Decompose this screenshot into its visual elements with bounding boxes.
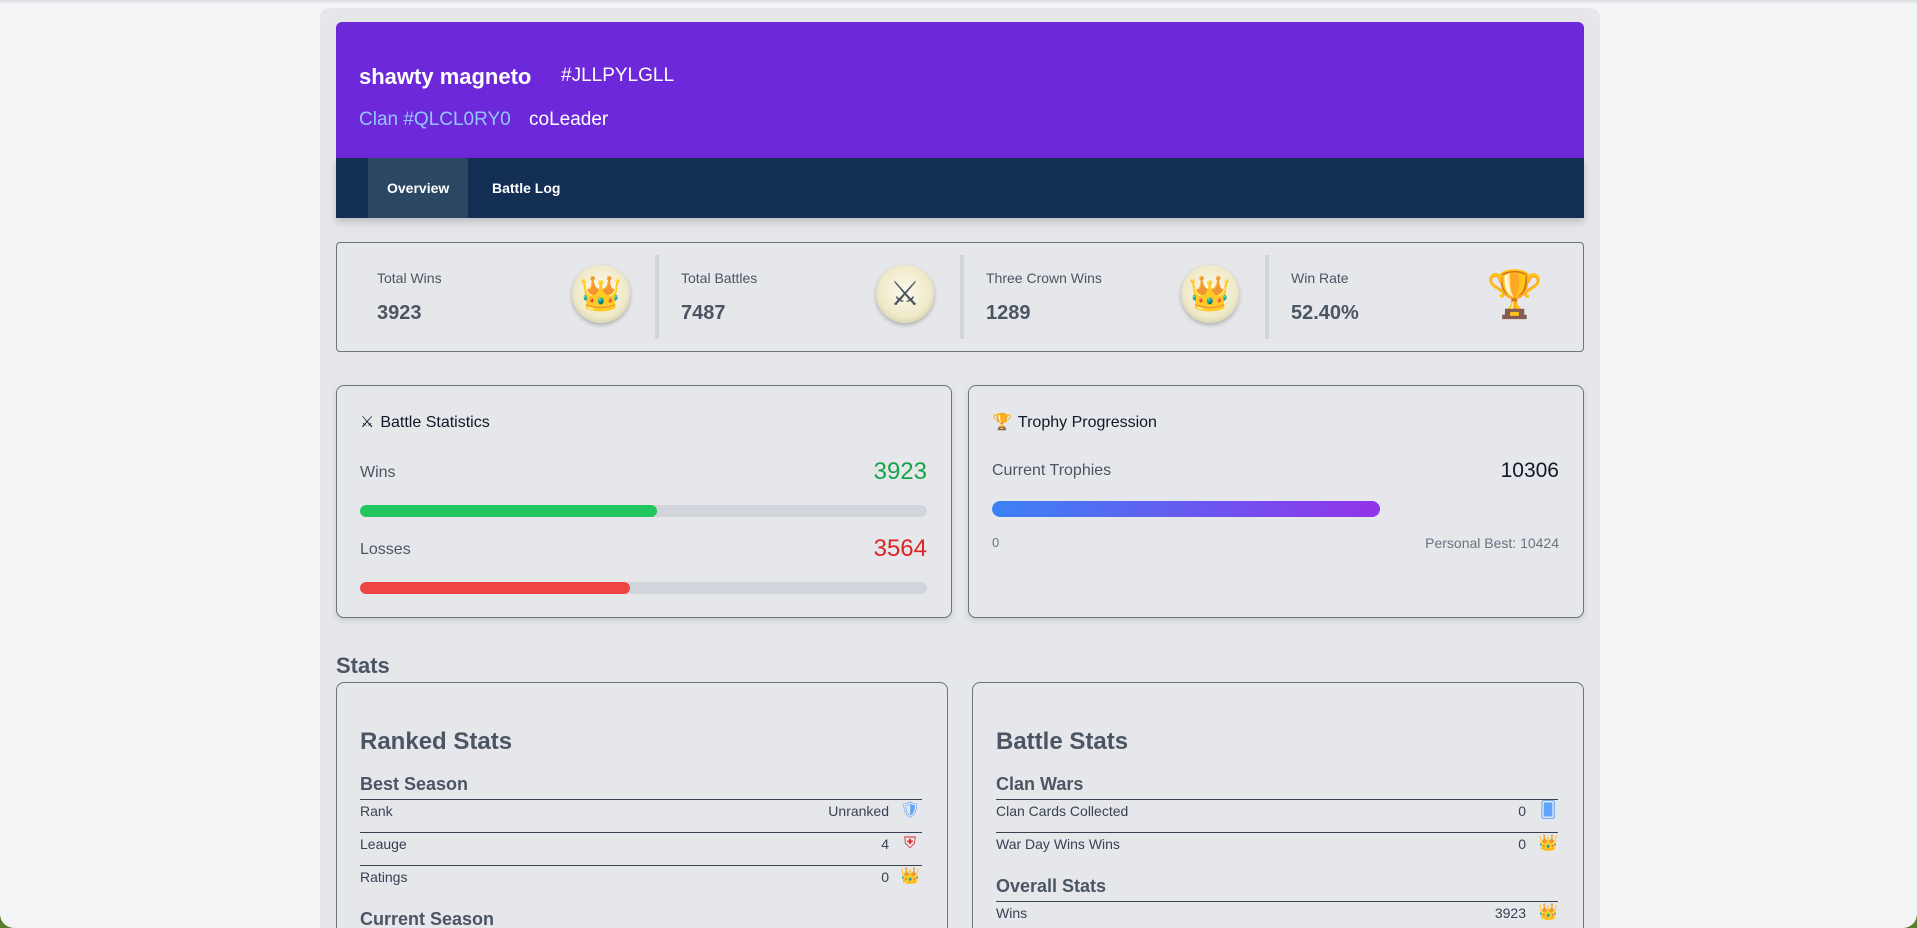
clan-link[interactable]: Clan #QLCL0RY0 <box>359 109 511 130</box>
current-season-title: Current Season <box>360 909 495 928</box>
stat-card-total-wins: Total Wins 3923 👑 <box>337 243 642 351</box>
stat-row-rank: Rank Unranked 🛡 <box>360 799 922 832</box>
crossed-swords-icon: ⚔ <box>876 265 934 323</box>
player-name: shawty magneto <box>359 64 532 89</box>
tab-battle-log[interactable]: Battle Log <box>492 180 561 196</box>
stat-value: 0 <box>881 869 889 885</box>
trophy-progress-bar <box>992 501 1557 517</box>
wins-bar <box>360 505 927 517</box>
stat-key: Clan Cards Collected <box>996 803 1129 819</box>
crossed-swords-icon: ⚔ <box>360 414 375 431</box>
panel-title: ⚔ Battle Statistics <box>360 412 490 432</box>
stat-key: Ratings <box>360 869 408 885</box>
losses-label: Losses <box>360 541 411 558</box>
current-trophies-label: Current Trophies <box>992 462 1112 479</box>
crown-chest-icon: 👑 <box>1538 835 1558 852</box>
stat-key: Wins <box>996 905 1028 921</box>
losses-value: 3564 <box>873 535 927 562</box>
stat-value: 0 <box>1518 803 1526 819</box>
stat-value: 7487 <box>681 302 726 324</box>
trophy-icon: 🏆 <box>992 414 1012 431</box>
trophy-min-label: 0 <box>992 535 1000 550</box>
losses-bar-fill <box>360 582 630 594</box>
shield-icon: 🛡 <box>900 802 921 819</box>
wins-bar-fill <box>360 505 658 517</box>
stat-label: Win Rate <box>1291 270 1349 286</box>
panel-title: 🏆 Trophy Progression <box>992 412 1157 432</box>
stat-value: 3923 <box>377 302 422 324</box>
stat-row-league: Leauge 4 ⛨ <box>360 832 922 865</box>
stat-value: 0 <box>1518 836 1526 852</box>
wins-value: 3923 <box>873 458 927 485</box>
clan-role: coLeader <box>529 109 609 130</box>
divider <box>960 255 964 339</box>
stat-value: 3923 <box>1494 905 1526 921</box>
crown-chest-icon: 👑 <box>1181 265 1239 323</box>
crown-chest-icon: 👑 <box>900 868 920 885</box>
divider <box>1265 255 1269 339</box>
best-season-title: Best Season <box>360 774 469 794</box>
stat-key: War Day Wins Wins <box>996 836 1120 852</box>
card-title: Battle Stats <box>996 728 1129 755</box>
cards-icon: 🂠 <box>1539 802 1557 819</box>
battle-statistics-panel: ⚔ Battle Statistics Wins 3923 Losses 3564 <box>336 385 952 618</box>
stats-section-title: Stats <box>336 653 390 678</box>
stat-key: Leauge <box>360 836 407 852</box>
stat-value: 1289 <box>986 302 1031 324</box>
stat-value: Unranked <box>828 803 889 819</box>
player-tag: #JLLPYLGLL <box>561 65 675 86</box>
card-title: Ranked Stats <box>360 728 513 755</box>
stat-label: Three Crown Wins <box>986 270 1102 286</box>
stat-label: Total Battles <box>681 270 758 286</box>
trophy-progress-fill <box>992 501 1380 517</box>
stat-value: 4 <box>881 836 889 852</box>
league-badge-icon: ⛨ <box>903 835 916 852</box>
stat-value: 52.40% <box>1291 302 1359 324</box>
divider <box>655 255 659 339</box>
stat-key: Rank <box>360 803 393 819</box>
panel-title-text: Trophy Progression <box>1017 414 1157 431</box>
overall-stats-title: Overall Stats <box>996 876 1107 896</box>
summary-stats: Total Wins 3923 👑 Total Battles 7487 ⚔ T… <box>336 242 1584 352</box>
stat-row-clan-cards: Clan Cards Collected 0 🂠 <box>996 799 1558 832</box>
wins-label: Wins <box>360 464 396 481</box>
clan-wars-title: Clan Wars <box>996 774 1084 794</box>
battle-stats-card: Battle Stats Clan Wars Clan Cards Collec… <box>972 682 1584 928</box>
stat-card-win-rate: Win Rate 52.40% 🏆 <box>1251 243 1556 351</box>
crown-chest-icon: 👑 <box>1538 904 1558 921</box>
stat-label: Total Wins <box>377 270 442 286</box>
personal-best-label: Personal Best: 10424 <box>1425 535 1559 551</box>
trophy-progression-panel: 🏆 Trophy Progression Current Trophies 103… <box>968 385 1584 618</box>
trophy-icon: 🏆 <box>1486 268 1544 320</box>
crown-chest-icon: 👑 <box>572 265 630 323</box>
stat-row-wins: Wins 3923 👑 <box>996 901 1558 928</box>
profile-header: shawty magneto #JLLPYLGLL Clan #QLCL0RY0… <box>336 22 1584 158</box>
top-shadow <box>0 0 1917 4</box>
stat-card-total-battles: Total Battles 7487 ⚔ <box>641 243 946 351</box>
tab-overview[interactable]: Overview <box>368 158 469 218</box>
stat-row-war-day-wins: War Day Wins Wins 0 👑 <box>996 832 1558 865</box>
ranked-stats-card: Ranked Stats Best Season Rank Unranked 🛡… <box>336 682 948 928</box>
tab-nav: Overview Battle Log <box>336 158 1584 218</box>
panel-title-text: Battle Statistics <box>380 414 490 431</box>
current-trophies-value: 10306 <box>1500 459 1559 482</box>
stat-card-three-crown-wins: Three Crown Wins 1289 👑 <box>946 243 1251 351</box>
losses-bar <box>360 582 927 594</box>
stat-row-ratings: Ratings 0 👑 <box>360 865 922 898</box>
